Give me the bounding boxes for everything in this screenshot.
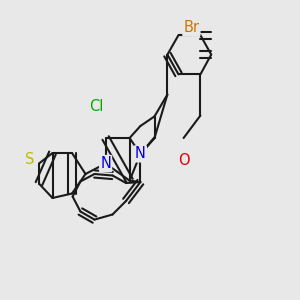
Text: O: O	[178, 153, 189, 168]
Text: N: N	[100, 156, 111, 171]
Text: Cl: Cl	[89, 99, 103, 114]
Text: S: S	[25, 152, 34, 167]
Text: Br: Br	[183, 20, 200, 35]
Text: N: N	[135, 146, 146, 161]
